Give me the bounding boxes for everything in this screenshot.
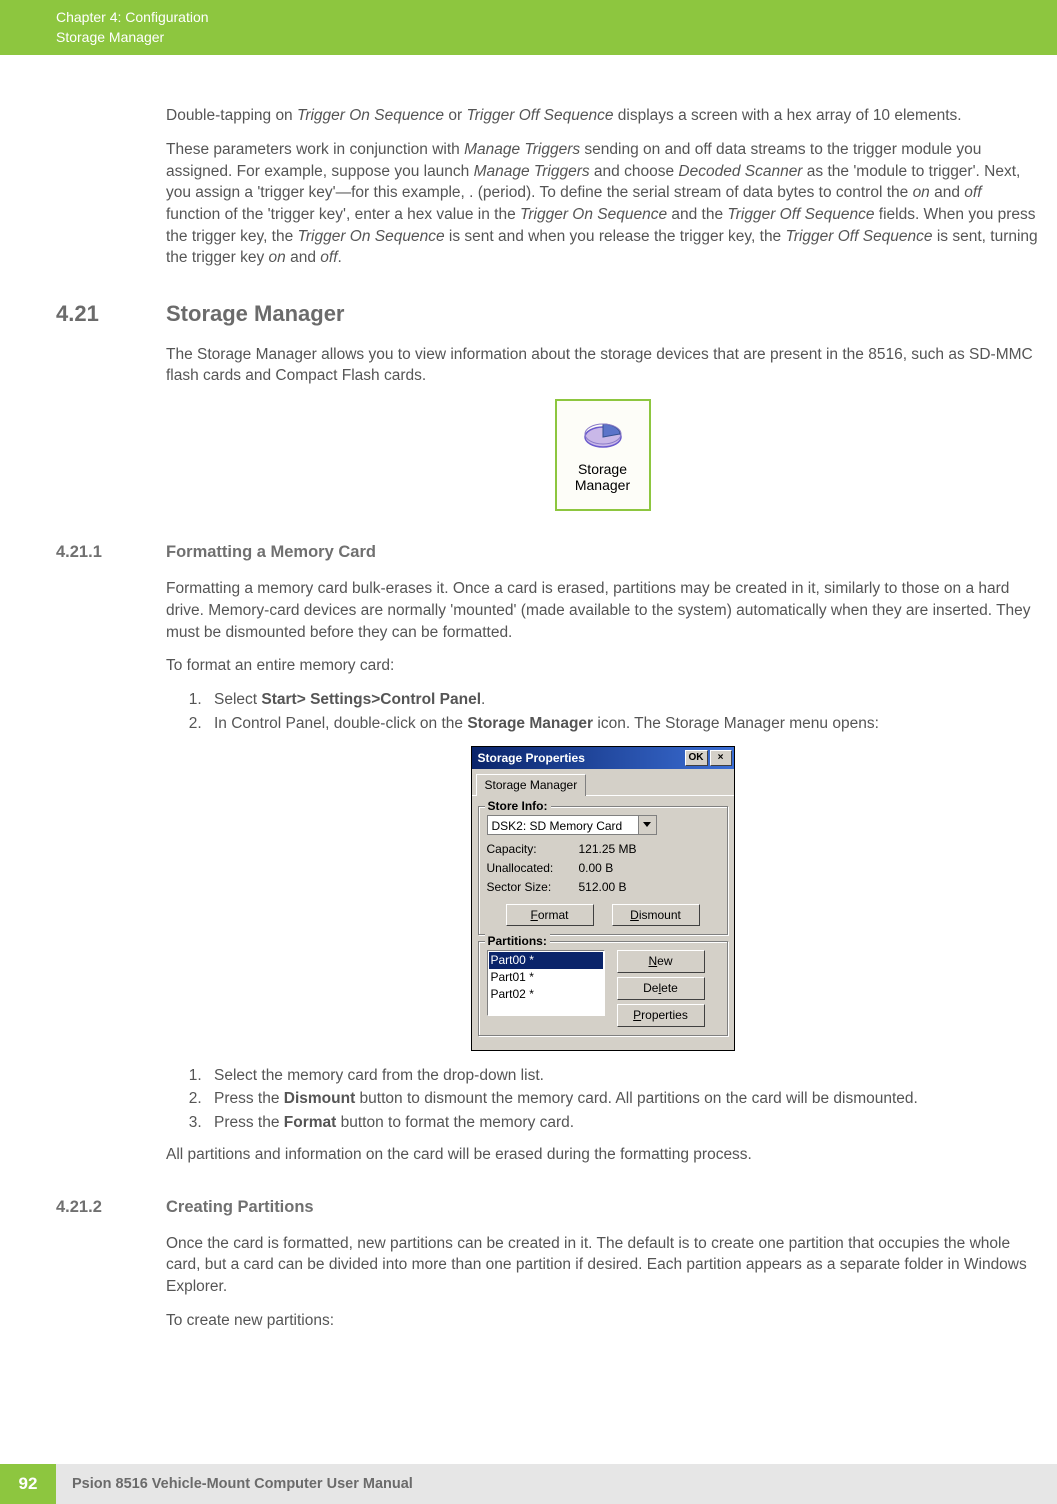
section-4-21-1-heading: 4.21.1 Formatting a Memory Card	[56, 541, 1039, 564]
partitions-legend: Partitions:	[485, 933, 550, 950]
storage-manager-icon-box: Storage Manager	[555, 399, 651, 511]
section-title: Storage Manager	[166, 299, 345, 330]
section-title: Creating Partitions	[166, 1196, 314, 1219]
format-button[interactable]: Format	[506, 904, 594, 927]
partition-item-0[interactable]: Part00 *	[489, 952, 603, 969]
intro-paragraph-2: These parameters work in conjunction wit…	[166, 139, 1039, 269]
dialog-titlebar: Storage Properties OK ×	[472, 747, 734, 769]
partitions-fieldset: Partitions: Part00 * Part01 * Part02 * N…	[478, 941, 728, 1035]
storage-manager-icon	[581, 417, 625, 455]
properties-button[interactable]: Properties	[617, 1004, 705, 1027]
section-number: 4.21.1	[56, 541, 166, 564]
delete-button[interactable]: Delete	[617, 977, 705, 1000]
store-info-legend: Store Info:	[485, 798, 551, 815]
capacity-row: Capacity: 121.25 MB	[487, 841, 719, 858]
ok-button[interactable]: OK	[685, 750, 708, 766]
s421-p1: The Storage Manager allows you to view i…	[166, 344, 1039, 387]
page-header: Chapter 4: Configuration Storage Manager	[0, 0, 1057, 55]
step-b2: Press the Dismount button to dismount th…	[206, 1088, 1039, 1110]
step-2: In Control Panel, double-click on the St…	[206, 713, 1039, 735]
steps-list-b: Select the memory card from the drop-dow…	[166, 1065, 1039, 1134]
step-b1: Select the memory card from the drop-dow…	[206, 1065, 1039, 1087]
page-number: 92	[0, 1464, 56, 1504]
partition-item-2[interactable]: Part02 *	[489, 986, 603, 1003]
storage-device-combo[interactable]: DSK2: SD Memory Card	[487, 815, 657, 835]
step-b3: Press the Format button to format the me…	[206, 1112, 1039, 1134]
header-section: Storage Manager	[56, 28, 1001, 48]
tab-storage-manager[interactable]: Storage Manager	[476, 774, 587, 796]
section-number: 4.21.2	[56, 1196, 166, 1219]
partition-item-1[interactable]: Part01 *	[489, 969, 603, 986]
section-4-21-heading: 4.21 Storage Manager	[56, 299, 1039, 330]
s4212-p1: Once the card is formatted, new partitio…	[166, 1233, 1039, 1298]
chevron-down-icon[interactable]	[638, 816, 656, 834]
intro-paragraph-1: Double-tapping on Trigger On Sequence or…	[166, 105, 1039, 127]
s4211-p1: Formatting a memory card bulk-erases it.…	[166, 578, 1039, 643]
section-4-21-2-heading: 4.21.2 Creating Partitions	[56, 1196, 1039, 1219]
icon-label: Storage Manager	[575, 461, 630, 493]
steps-list-a: Select Start> Settings>Control Panel. In…	[166, 689, 1039, 734]
storage-properties-dialog: Storage Properties OK × Storage Manager …	[471, 746, 735, 1050]
new-button[interactable]: New	[617, 950, 705, 973]
s4212-p2: To create new partitions:	[166, 1310, 1039, 1332]
page-footer: 92 Psion 8516 Vehicle-Mount Computer Use…	[0, 1464, 1057, 1504]
header-chapter: Chapter 4: Configuration	[56, 8, 1001, 28]
section-number: 4.21	[56, 299, 166, 330]
section-title: Formatting a Memory Card	[166, 541, 376, 564]
s4211-p3: All partitions and information on the ca…	[166, 1144, 1039, 1166]
dismount-button[interactable]: Dismount	[612, 904, 700, 927]
partitions-listbox[interactable]: Part00 * Part01 * Part02 *	[487, 950, 605, 1016]
step-1: Select Start> Settings>Control Panel.	[206, 689, 1039, 711]
sector-size-row: Sector Size: 512.00 B	[487, 879, 719, 896]
unallocated-row: Unallocated: 0.00 B	[487, 860, 719, 877]
combo-value: DSK2: SD Memory Card	[488, 816, 638, 834]
tab-strip: Storage Manager	[472, 769, 734, 795]
footer-text: Psion 8516 Vehicle-Mount Computer User M…	[56, 1464, 1057, 1504]
s4211-p2: To format an entire memory card:	[166, 655, 1039, 677]
dialog-title: Storage Properties	[478, 750, 683, 767]
close-button[interactable]: ×	[710, 750, 732, 766]
store-info-fieldset: Store Info: DSK2: SD Memory Card Capacit…	[478, 806, 728, 935]
